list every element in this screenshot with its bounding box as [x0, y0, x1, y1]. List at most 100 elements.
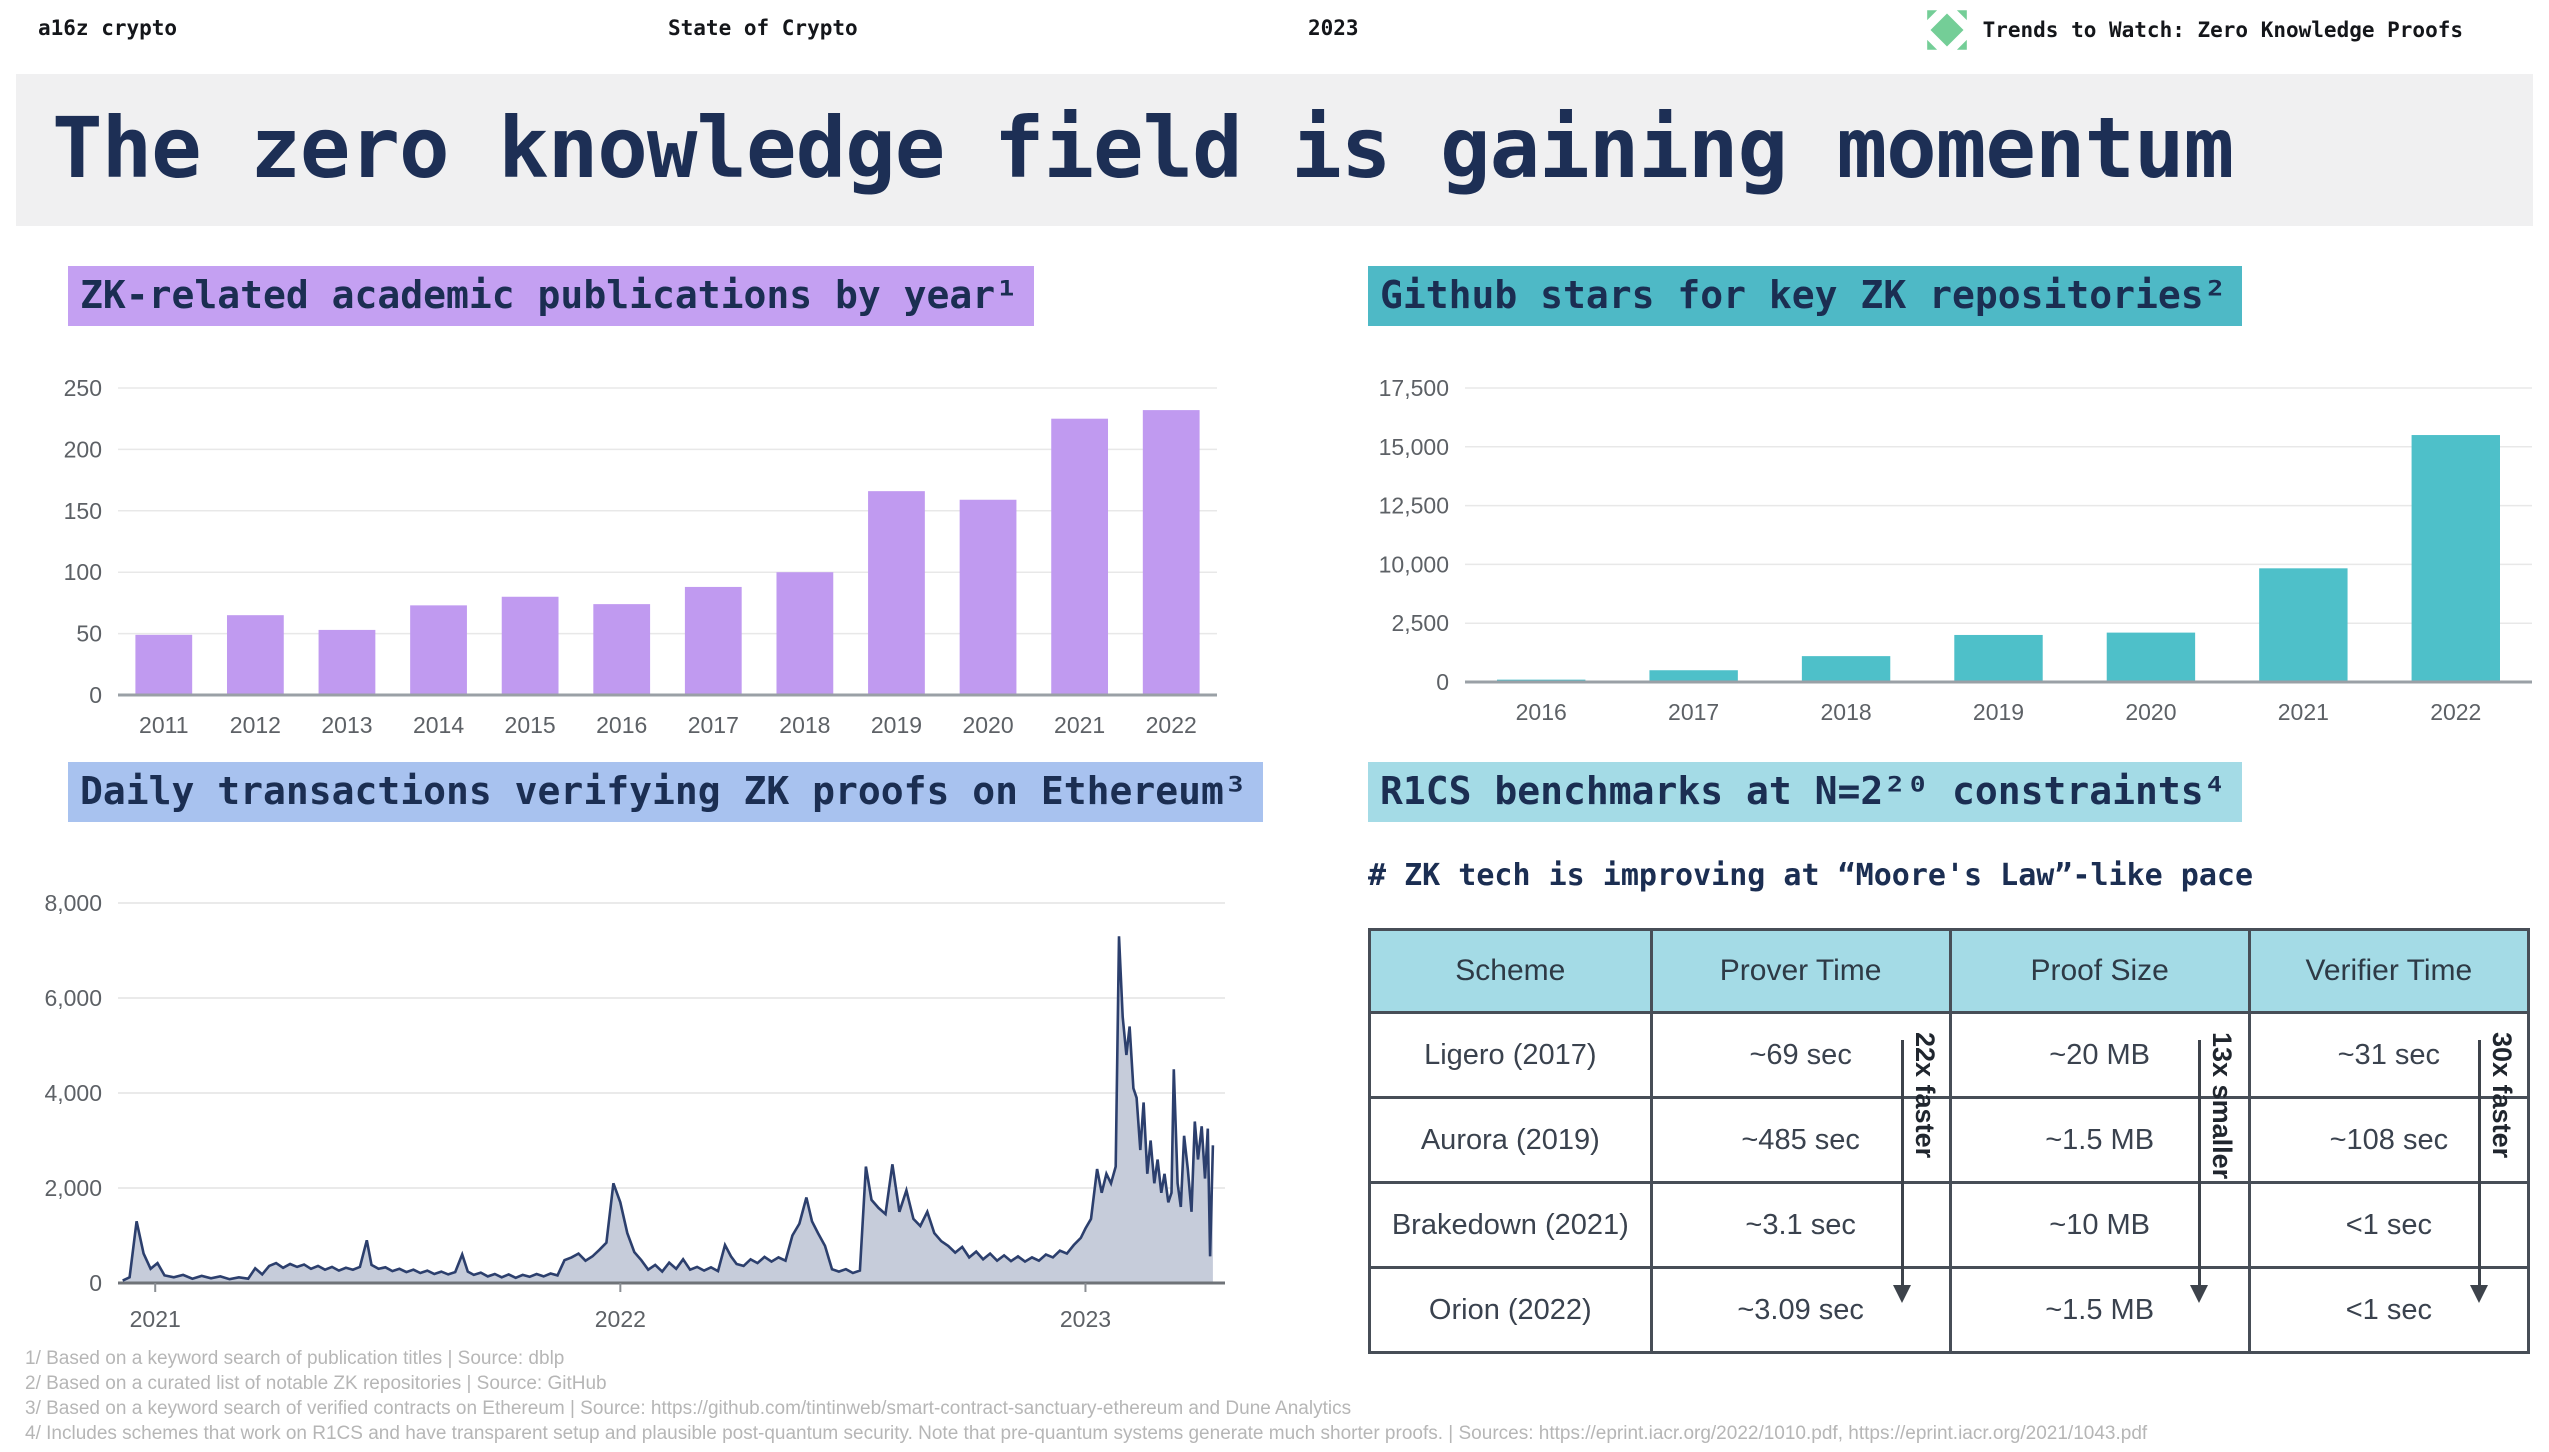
github-stars-bar-chart: 0 2,500 10,000 12,500 15,000 17,500 2016 2017 20…: [1330, 362, 2540, 735]
svg-text:2021: 2021: [130, 1306, 181, 1330]
year-text: 2023: [1308, 16, 1359, 40]
svg-text:2,500: 2,500: [1391, 610, 1449, 636]
svg-text:2012: 2012: [230, 712, 281, 738]
footnote-1: 1/ Based on a keyword search of publicat…: [25, 1348, 565, 1369]
svg-text:50: 50: [76, 621, 102, 647]
verifier-improvement-label: 30x faster: [2487, 1032, 2517, 1159]
svg-text:2023: 2023: [1060, 1306, 1111, 1330]
svg-text:200: 200: [64, 436, 102, 462]
bar-2018: [1801, 656, 1891, 682]
svg-text:2020: 2020: [2125, 699, 2176, 725]
bar-2015: [501, 596, 559, 695]
github-stars-section-title: Github stars for key ZK repositories²: [1368, 266, 2243, 326]
table-cell: Orion (2022): [1368, 1266, 1653, 1354]
table-cell: ~31 sec: [2247, 1011, 2531, 1099]
proof-size-improvement-arrow: [2190, 1040, 2208, 1303]
table-cell: ~3.09 sec: [1649, 1266, 1952, 1354]
bar-2017: [684, 586, 742, 695]
svg-text:2017: 2017: [688, 712, 739, 738]
header-bar: a16z crypto State of Crypto 2023 Trends …: [0, 0, 2549, 62]
prover-time-improvement-arrow: [1893, 1040, 1911, 1303]
page-title: The zero knowledge field is gaining mome…: [52, 99, 2234, 198]
area-fill: [122, 936, 1213, 1283]
footnotes: 1/ Based on a keyword search of publicat…: [25, 1346, 2147, 1446]
eth-transactions-section-title: Daily transactions verifying ZK proofs o…: [68, 762, 1263, 822]
table-row: Orion (2022) ~3.09 sec ~1.5 MB <1 sec: [1368, 1266, 2531, 1354]
footnote-2: 2/ Based on a curated list of notable ZK…: [25, 1373, 607, 1394]
brand-text: a16z crypto: [38, 16, 178, 40]
svg-text:250: 250: [64, 375, 102, 401]
svg-text:2019: 2019: [1973, 699, 2024, 725]
benchmarks-table-wrap: Scheme Prover Time Proof Size Verifier Time…: [1368, 928, 2531, 1354]
svg-text:2019: 2019: [871, 712, 922, 738]
table-cell: ~1.5 MB: [1948, 1266, 2251, 1354]
svg-text:2016: 2016: [596, 712, 647, 738]
bar-2022: [1142, 410, 1200, 695]
diamond-logo-icon: [1926, 10, 1967, 50]
bar-2020: [2106, 632, 2196, 682]
table-cell: ~485 sec: [1649, 1096, 1952, 1184]
svg-text:10,000: 10,000: [1379, 551, 1449, 577]
table-header-row: Scheme Prover Time Proof Size Verifier Time: [1368, 928, 2531, 1014]
bar-2022: [2411, 435, 2500, 682]
svg-text:2022: 2022: [2430, 699, 2481, 725]
table-cell: ~1.5 MB: [1948, 1096, 2251, 1184]
svg-text:2018: 2018: [779, 712, 830, 738]
svg-text:2022: 2022: [595, 1306, 646, 1330]
moores-law-subtitle: # ZK tech is improving at “Moore's Law”-…: [1368, 858, 2254, 893]
column-header: Verifier Time: [2247, 928, 2531, 1014]
table-cell: Brakedown (2021): [1368, 1181, 1653, 1269]
table-cell: ~108 sec: [2247, 1096, 2531, 1184]
verifier-time-improvement-arrow: [2470, 1040, 2488, 1303]
bar-2011: [135, 634, 193, 695]
title-band: The zero knowledge field is gaining mome…: [16, 74, 2533, 226]
svg-text:2018: 2018: [1820, 699, 1871, 725]
svg-text:0: 0: [1436, 669, 1449, 695]
svg-text:15,000: 15,000: [1379, 434, 1449, 460]
table-row: Brakedown (2021) ~3.1 sec ~10 MB <1 sec: [1368, 1181, 2531, 1269]
bar-2018: [776, 572, 834, 695]
svg-text:6,000: 6,000: [44, 985, 102, 1011]
table-row: Aurora (2019) ~485 sec ~1.5 MB ~108 sec: [1368, 1096, 2531, 1184]
bar-2013: [318, 629, 376, 695]
svg-text:2011: 2011: [139, 712, 188, 738]
eth-transactions-area-chart: 0 2,000 4,000 6,000 8,000 2021 2022 2023: [28, 875, 1240, 1332]
table-cell: ~69 sec: [1649, 1011, 1952, 1099]
svg-text:12,500: 12,500: [1379, 493, 1449, 519]
svg-text:4,000: 4,000: [44, 1080, 102, 1106]
footnote-3: 3/ Based on a keyword search of verified…: [25, 1398, 1352, 1419]
bar-2012: [226, 615, 284, 695]
bar-2019: [868, 491, 925, 695]
bar-2021: [2259, 568, 2348, 682]
deck-title-text: State of Crypto: [668, 16, 858, 40]
svg-text:2017: 2017: [1668, 699, 1719, 725]
svg-text:150: 150: [64, 498, 102, 524]
svg-text:100: 100: [64, 559, 102, 585]
svg-text:2022: 2022: [1146, 712, 1197, 738]
svg-text:2015: 2015: [505, 712, 556, 738]
prover-improvement-label: 22x faster: [1910, 1032, 1940, 1159]
column-header: Proof Size: [1948, 928, 2251, 1014]
data-line: [122, 936, 1215, 1282]
svg-text:2020: 2020: [962, 712, 1013, 738]
publications-bar-chart: 0 50 100 150 200 250 2011 2012 2013 2014 2015 2016 2…: [40, 362, 1230, 740]
trends-text: Trends to Watch: Zero Knowledge Proofs: [1982, 18, 2463, 42]
svg-text:0: 0: [89, 682, 102, 708]
table-row: Ligero (2017) ~69 sec ~20 MB ~31 sec: [1368, 1011, 2531, 1099]
bar-2020: [959, 499, 1017, 695]
table-cell: Aurora (2019): [1368, 1096, 1653, 1184]
svg-text:0: 0: [89, 1270, 102, 1296]
table-cell: Ligero (2017): [1368, 1011, 1653, 1099]
benchmarks-table: Scheme Prover Time Proof Size Verifier Time…: [1368, 928, 2531, 1354]
svg-text:2016: 2016: [1516, 699, 1567, 725]
column-header: Scheme: [1368, 928, 1653, 1014]
table-cell: ~20 MB: [1948, 1011, 2251, 1099]
table-cell: <1 sec: [2247, 1266, 2531, 1354]
svg-text:8,000: 8,000: [44, 890, 102, 916]
table-cell: <1 sec: [2247, 1181, 2531, 1269]
footnote-4: 4/ Includes schemes that work on R1CS an…: [25, 1423, 2148, 1444]
bar-2016: [593, 604, 651, 695]
table-cell: ~10 MB: [1948, 1181, 2251, 1269]
svg-text:2021: 2021: [2278, 699, 2329, 725]
svg-text:2014: 2014: [413, 712, 464, 738]
